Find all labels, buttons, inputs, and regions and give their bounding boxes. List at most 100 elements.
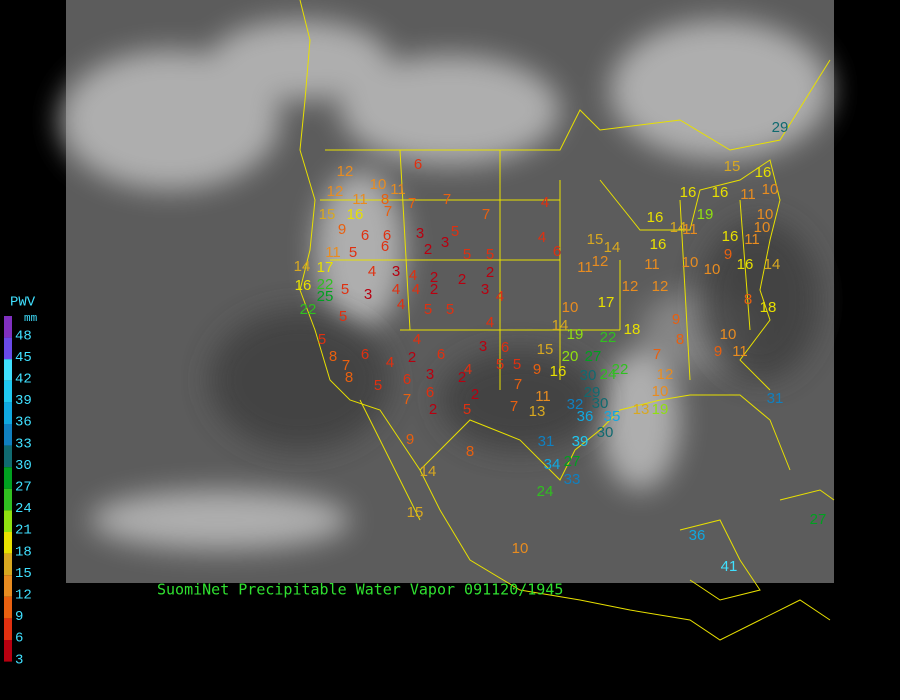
station-value: 2 bbox=[458, 271, 466, 288]
legend-swatch bbox=[4, 316, 12, 338]
legend-label: 24 bbox=[15, 501, 32, 517]
station-value: 16 bbox=[295, 277, 312, 294]
legend-swatch bbox=[4, 337, 12, 360]
station-value: 2 bbox=[430, 269, 438, 286]
station-value: 8 bbox=[676, 331, 684, 348]
legend-title: PWV bbox=[10, 295, 36, 311]
station-value: 9 bbox=[724, 246, 732, 263]
legend-swatch bbox=[4, 424, 12, 446]
station-value: 3 bbox=[441, 234, 449, 251]
station-value: 19 bbox=[652, 401, 669, 418]
station-value: 7 bbox=[653, 346, 661, 363]
station-value: 10 bbox=[720, 326, 737, 343]
station-value: 12 bbox=[327, 183, 344, 200]
station-value: 2 bbox=[486, 264, 494, 281]
station-value: 5 bbox=[463, 246, 471, 263]
station-value: 2 bbox=[430, 281, 438, 298]
station-value: 7 bbox=[403, 391, 411, 408]
station-value: 16 bbox=[550, 363, 567, 380]
legend-label: 15 bbox=[15, 566, 32, 582]
station-value: 5 bbox=[486, 246, 494, 263]
station-value: 6 bbox=[553, 243, 561, 260]
station-value: 5 bbox=[341, 281, 349, 298]
station-value: 25 bbox=[317, 288, 334, 305]
legend-swatch bbox=[4, 402, 12, 424]
station-value: 10 bbox=[704, 261, 721, 278]
station-value: 33 bbox=[564, 471, 581, 488]
legend-label: 42 bbox=[15, 372, 32, 388]
station-value: 4 bbox=[413, 331, 421, 348]
legend-swatch bbox=[4, 359, 12, 381]
station-value: 7 bbox=[443, 191, 451, 208]
station-value: 10 bbox=[562, 299, 579, 316]
station-value: 14 bbox=[420, 463, 437, 480]
legend-swatch bbox=[4, 640, 12, 662]
station-value: 6 bbox=[437, 346, 445, 363]
station-value: 14 bbox=[552, 317, 569, 334]
station-value: 16 bbox=[722, 228, 739, 245]
station-value: 19 bbox=[697, 206, 714, 223]
station-value: 6 bbox=[381, 238, 389, 255]
station-value: 6 bbox=[426, 384, 434, 401]
station-value: 10 bbox=[370, 176, 387, 193]
station-value: 16 bbox=[712, 184, 729, 201]
station-value: 9 bbox=[672, 311, 680, 328]
station-value: 3 bbox=[392, 263, 400, 280]
station-value: 13 bbox=[633, 401, 650, 418]
legend-label: 48 bbox=[15, 328, 32, 344]
station-value: 16 bbox=[737, 256, 754, 273]
station-value: 22 bbox=[300, 301, 317, 318]
station-value: 5 bbox=[451, 223, 459, 240]
station-value: 35 bbox=[604, 408, 621, 425]
station-value: 11 bbox=[535, 388, 551, 405]
legend-label: 3 bbox=[15, 652, 23, 668]
station-value: 27 bbox=[810, 511, 827, 528]
station-value: 6 bbox=[414, 156, 422, 173]
station-value: 31 bbox=[538, 433, 555, 450]
station-value: 11 bbox=[390, 181, 406, 198]
station-value: 15 bbox=[537, 341, 554, 358]
station-value: 4 bbox=[397, 296, 405, 313]
legend-label: 21 bbox=[15, 523, 32, 539]
station-value: 7 bbox=[384, 203, 392, 220]
legend-swatch bbox=[4, 575, 12, 597]
station-value: 3 bbox=[479, 338, 487, 355]
station-value: 4 bbox=[409, 267, 417, 284]
station-value: 4 bbox=[541, 194, 549, 211]
station-value: 4 bbox=[538, 229, 546, 246]
station-value: 19 bbox=[567, 326, 584, 343]
boundaries bbox=[299, 0, 835, 641]
station-value: 15 bbox=[724, 158, 741, 175]
station-value: 30 bbox=[580, 367, 597, 384]
station-value: 8 bbox=[466, 443, 474, 460]
station-value: 18 bbox=[760, 299, 777, 316]
station-value: 8 bbox=[329, 348, 337, 365]
station-value: 3 bbox=[481, 281, 489, 298]
station-value: 18 bbox=[624, 321, 641, 338]
station-value: 3 bbox=[364, 286, 372, 303]
legend-label: 6 bbox=[15, 631, 23, 647]
station-value: 10 bbox=[512, 540, 529, 557]
station-value: 34 bbox=[544, 456, 561, 473]
station-value: 30 bbox=[592, 395, 609, 412]
station-value: 13 bbox=[529, 403, 546, 420]
legend-label: 18 bbox=[15, 544, 32, 560]
station-value: 11 bbox=[325, 244, 341, 261]
station-value: 16 bbox=[647, 209, 664, 226]
legend-label: 12 bbox=[15, 588, 32, 604]
station-value: 10 bbox=[757, 206, 774, 223]
station-value: 9 bbox=[714, 343, 722, 360]
station-value: 4 bbox=[368, 263, 376, 280]
station-value: 8 bbox=[345, 369, 353, 386]
station-value: 15 bbox=[407, 504, 424, 521]
station-value: 7 bbox=[408, 195, 416, 212]
station-value: 11 bbox=[577, 259, 593, 276]
station-value: 16 bbox=[650, 236, 667, 253]
station-value: 20 bbox=[562, 348, 579, 365]
station-value: 12 bbox=[652, 278, 669, 295]
station-value: 11 bbox=[732, 343, 748, 360]
station-value: 4 bbox=[412, 281, 420, 298]
station-value: 14 bbox=[670, 219, 687, 236]
